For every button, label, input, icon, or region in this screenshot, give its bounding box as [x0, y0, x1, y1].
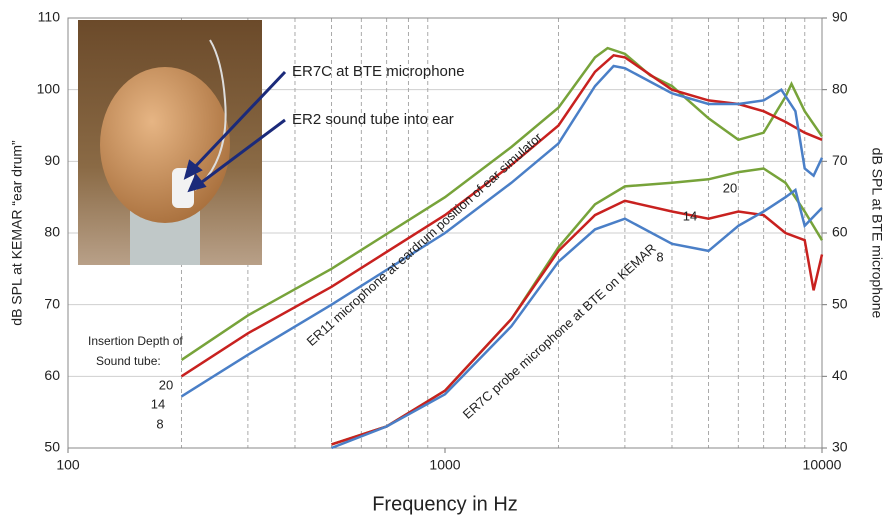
y2-tick-label: 40 [832, 367, 848, 383]
annotation: ER7C at BTE microphone [292, 63, 465, 80]
series-label: 14 [151, 396, 165, 411]
y-tick-label: 100 [37, 80, 61, 96]
x-tick-label: 100 [56, 457, 80, 473]
plot-frame [67, 17, 823, 449]
y-tick-label: 60 [44, 367, 60, 383]
arrows [183, 70, 287, 193]
y-tick-label: 90 [44, 152, 60, 168]
x-tick-label: 1000 [429, 457, 460, 473]
series-line [180, 53, 823, 378]
y2-tick-label: 80 [832, 80, 848, 96]
series-label: 20 [723, 180, 737, 195]
annotation: Insertion Depth of [88, 334, 183, 348]
annotation: Sound tube: [96, 354, 161, 368]
annotation: ER7C probe microphone at BTE on KEMAR [460, 241, 659, 422]
series-label: 8 [656, 249, 663, 264]
inset-photo [78, 20, 262, 265]
series-line [180, 46, 824, 361]
x-tick-label: 10000 [803, 457, 842, 473]
annotation: ER11 microphone at eardrum position of e… [304, 129, 546, 349]
y2-tick-label: 50 [832, 295, 848, 311]
y-tick-label: 70 [44, 295, 60, 311]
y-tick-label: 50 [44, 439, 60, 455]
y2-tick-label: 90 [832, 9, 848, 25]
annotation: ER2 sound tube into ear [292, 111, 454, 128]
y-tick-label: 110 [38, 9, 61, 25]
series-label: 14 [683, 208, 697, 223]
y2-tick-label: 70 [832, 152, 848, 168]
series-line [331, 187, 823, 450]
series-label: 8 [156, 416, 163, 431]
y2-tick-label: 30 [832, 439, 848, 455]
y2-tick-label: 60 [832, 224, 848, 240]
y-tick-label: 80 [44, 224, 60, 240]
y-axis-title: dB SPL at KEMAR “ear drum” [9, 140, 25, 326]
y2-axis-title: dB SPL at BTE microphone [869, 148, 885, 319]
series-line [331, 199, 824, 446]
x-axis-title: Frequency in Hz [372, 493, 518, 515]
series-line [180, 64, 824, 398]
series-label: 20 [159, 377, 173, 392]
